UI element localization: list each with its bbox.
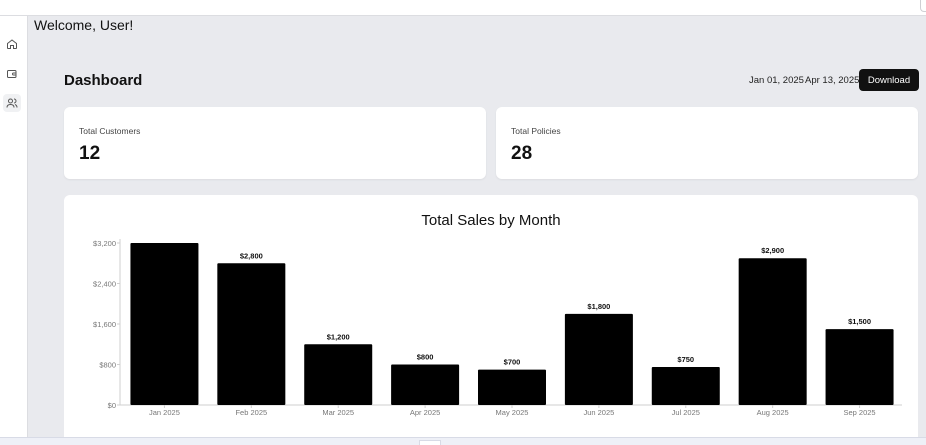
x-tick-label: Jun 2025 — [583, 408, 614, 417]
date-from[interactable]: Jan 01, 2025 — [749, 75, 804, 86]
stat-label: Total Policies — [511, 126, 561, 136]
scroll-handle[interactable] — [419, 440, 441, 445]
sidebar-item-wallet[interactable] — [3, 65, 21, 83]
stat-card-policies: Total Policies 28 — [496, 107, 918, 179]
sidebar — [0, 16, 28, 445]
x-tick-label: Sep 2025 — [843, 408, 875, 417]
welcome-message: Welcome, User! — [34, 17, 133, 33]
data-label: $750 — [677, 355, 694, 364]
data-label: $800 — [417, 353, 434, 362]
data-label: $1,800 — [587, 302, 610, 311]
sidebar-item-users[interactable] — [3, 94, 21, 112]
bar — [391, 365, 459, 406]
y-tick-label: $3,200 — [93, 239, 116, 248]
bottom-bar — [0, 437, 926, 445]
page-title: Dashboard — [64, 72, 142, 89]
bar — [652, 367, 720, 405]
bar — [478, 370, 546, 405]
stat-card-customers: Total Customers 12 — [64, 107, 486, 179]
x-tick-label: May 2025 — [496, 408, 529, 417]
stat-label: Total Customers — [79, 126, 140, 136]
home-icon — [6, 38, 18, 50]
data-label: $2,900 — [761, 246, 784, 255]
window-edge — [920, 0, 926, 12]
sidebar-item-home[interactable] — [3, 35, 21, 53]
x-tick-label: Feb 2025 — [235, 408, 267, 417]
users-icon — [6, 97, 18, 109]
wallet-icon — [6, 68, 18, 80]
x-tick-label: Jan 2025 — [149, 408, 180, 417]
bar — [304, 344, 372, 405]
bar — [565, 314, 633, 405]
stat-value: 12 — [79, 143, 100, 165]
y-tick-label: $800 — [99, 361, 116, 370]
download-button[interactable]: Download — [859, 69, 919, 91]
y-tick-label: $1,600 — [93, 320, 116, 329]
x-tick-label: Aug 2025 — [757, 408, 789, 417]
y-tick-label: $2,400 — [93, 280, 116, 289]
x-tick-label: Mar 2025 — [322, 408, 354, 417]
bar — [826, 329, 894, 405]
bar — [217, 263, 285, 405]
sales-bar-chart: $0 $800 $1,600 $2,400 $3,200 Jan 2025 Feb 2025… — [64, 195, 918, 445]
x-tick-label: Apr 2025 — [410, 408, 440, 417]
sales-chart-card: $0 $800 $1,600 $2,400 $3,200 Jan 2025 Feb 2025… — [64, 195, 918, 445]
bar — [130, 243, 198, 405]
chart-title: Total Sales by Month — [64, 212, 918, 229]
data-label: $2,800 — [240, 251, 263, 260]
date-to[interactable]: Apr 13, 2025 — [805, 75, 859, 86]
data-label: $1,200 — [327, 332, 350, 341]
bar — [739, 258, 807, 405]
data-label: $1,500 — [848, 317, 871, 326]
top-bar — [0, 0, 926, 16]
y-tick-label: $0 — [108, 401, 116, 410]
x-tick-label: Jul 2025 — [672, 408, 700, 417]
data-label: $700 — [504, 358, 521, 367]
stat-value: 28 — [511, 143, 532, 165]
